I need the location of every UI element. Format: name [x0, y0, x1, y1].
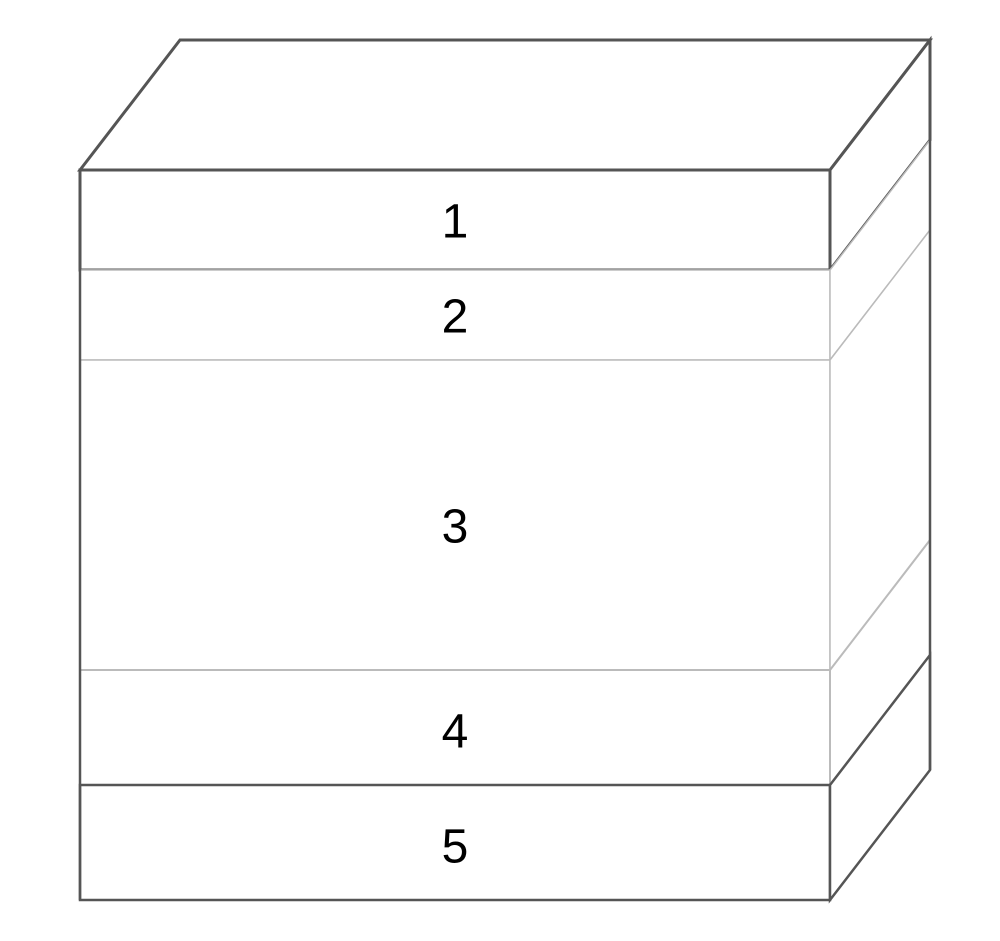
layer-2-label: 2 — [442, 291, 469, 344]
top-face — [80, 40, 930, 170]
layered-block-diagram: 1 2 3 4 5 — [50, 30, 950, 910]
layer-5-label: 5 — [442, 821, 469, 874]
diagram-svg: 1 2 3 4 5 — [50, 30, 950, 910]
layer-3-label: 3 — [442, 501, 469, 554]
layer-1-label: 1 — [442, 196, 469, 249]
layer-4-label: 4 — [442, 706, 469, 759]
